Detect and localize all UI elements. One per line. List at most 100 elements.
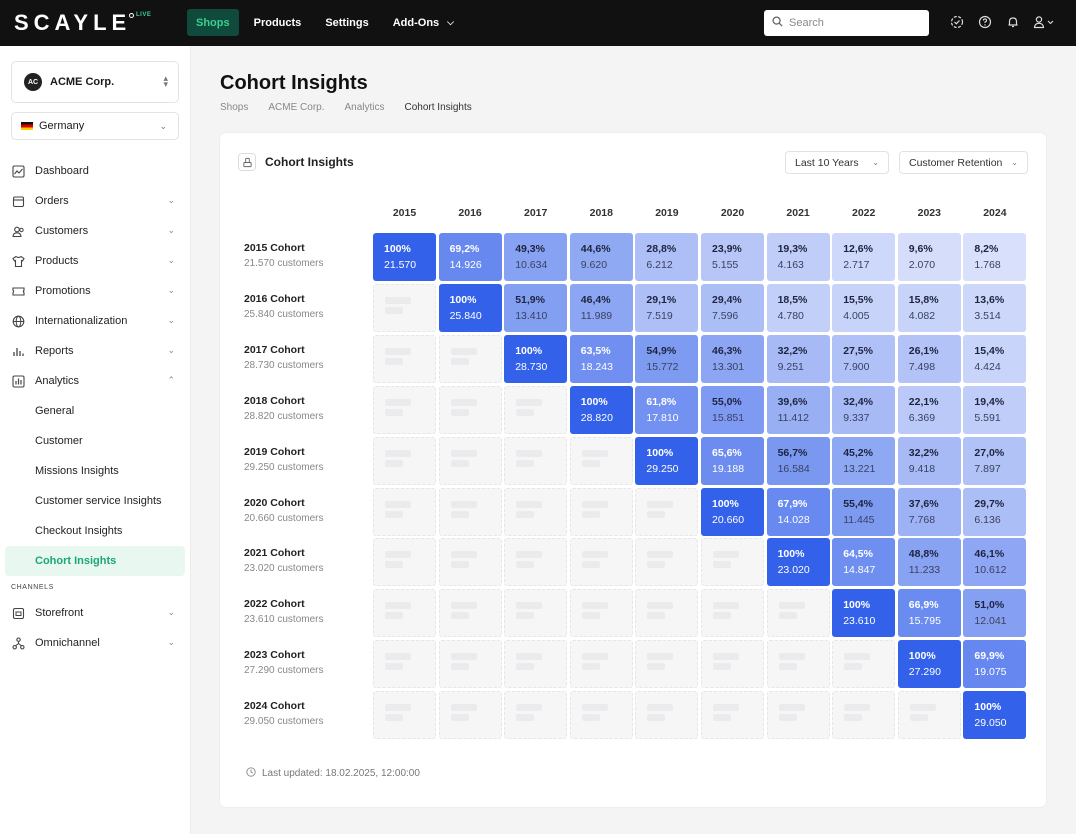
heatmap-cell[interactable]: 9,6% 2.070 <box>897 233 961 281</box>
top-nav-shops[interactable]: Shops <box>187 9 239 36</box>
sidebar-item-reports[interactable]: Reports ⌄ <box>5 336 185 366</box>
sidebar-item-omnichannel[interactable]: Omnichannel ⌄ <box>5 628 185 658</box>
search-input[interactable] <box>789 17 919 29</box>
sidebar-item-products[interactable]: Products ⌄ <box>5 246 185 276</box>
heatmap-cell[interactable]: 100% 23.610 <box>832 589 896 638</box>
cell-count: 15.795 <box>908 615 941 628</box>
heatmap-cell[interactable]: 29,1% 7.519 <box>635 283 699 332</box>
heatmap-cell[interactable]: 18,5% 4.780 <box>766 283 830 332</box>
metric-select[interactable]: Customer Retention ⌄ <box>899 151 1028 174</box>
help-icon[interactable] <box>976 13 994 31</box>
cell-count: 20.660 <box>712 513 745 526</box>
heatmap-cell[interactable]: 27,0% 7.897 <box>963 436 1027 485</box>
range-select[interactable]: Last 10 Years ⌄ <box>785 151 889 174</box>
heatmap-cell[interactable]: 66,9% 15.795 <box>897 589 961 638</box>
heatmap-cell[interactable]: 49,3% 10.634 <box>504 233 568 281</box>
heatmap-cell[interactable]: 55,0% 15.851 <box>701 385 764 434</box>
heatmap-cell[interactable]: 69,2% 14.926 <box>438 233 502 281</box>
heatmap-cell[interactable]: 19,3% 4.163 <box>766 233 830 281</box>
heatmap-cell[interactable]: 100% 29.250 <box>635 436 699 485</box>
sidebar-item-promotions[interactable]: Promotions ⌄ <box>5 276 185 306</box>
heatmap-cell[interactable]: 15,4% 4.424 <box>963 334 1027 383</box>
sidebar-item-orders[interactable]: Orders ⌄ <box>5 186 185 216</box>
sidebar-item-analytics[interactable]: Analytics ⌃ <box>5 366 185 396</box>
heatmap-cell[interactable]: 100% 21.570 <box>373 233 436 281</box>
heatmap-cell[interactable]: 28,8% 6.212 <box>635 233 699 281</box>
sidebar-item-internationalization[interactable]: Internationalization ⌄ <box>5 306 185 336</box>
heatmap-cell[interactable]: 51,0% 12.041 <box>963 589 1027 638</box>
heatmap-cell[interactable]: 64,5% 14.847 <box>832 538 896 587</box>
heatmap-cell[interactable]: 48,8% 11.233 <box>897 538 961 587</box>
heatmap-cell[interactable]: 55,4% 11.445 <box>832 487 896 536</box>
heatmap-cell[interactable]: 56,7% 16.584 <box>766 436 830 485</box>
breadcrumb-analytics[interactable]: Analytics <box>344 102 385 113</box>
heatmap-cell[interactable]: 32,4% 9.337 <box>832 385 896 434</box>
cell-count: 9.337 <box>843 411 870 424</box>
heatmap-cell[interactable]: 63,5% 18.243 <box>569 334 633 383</box>
sidebar-item-storefront[interactable]: Storefront ⌄ <box>5 598 185 628</box>
heatmap-cell[interactable]: 100% 29.050 <box>963 691 1027 740</box>
heatmap-cell[interactable]: 44,6% 9.620 <box>569 233 633 281</box>
metric-select-value: Customer Retention <box>909 156 1003 169</box>
heatmap-cell[interactable]: 61,8% 17.810 <box>635 385 699 434</box>
heatmap-cell[interactable]: 29,4% 7.596 <box>701 283 764 332</box>
sidebar-sub-customer[interactable]: Customer <box>35 435 83 447</box>
breadcrumb-acme[interactable]: ACME Corp. <box>268 102 325 113</box>
heatmap-cell[interactable]: 37,6% 7.768 <box>897 487 961 536</box>
heatmap-cell[interactable]: 51,9% 13.410 <box>504 283 568 332</box>
country-select[interactable]: Germany ⌄ <box>11 112 179 140</box>
heatmap-cell-empty <box>635 691 699 740</box>
search-box[interactable] <box>764 10 929 36</box>
sidebar-item-customers[interactable]: Customers ⌄ <box>5 216 185 246</box>
heatmap-cell[interactable]: 13,6% 3.514 <box>963 283 1027 332</box>
sidebar-sub-checkout-insights[interactable]: Checkout Insights <box>35 525 123 537</box>
heatmap-cell[interactable]: 100% 28.820 <box>569 385 633 434</box>
heatmap-cell[interactable]: 100% 27.290 <box>897 640 961 689</box>
heatmap-cell[interactable]: 29,7% 6.136 <box>963 487 1027 536</box>
sidebar-sub-cohort-insights[interactable]: Cohort Insights <box>5 546 185 576</box>
heatmap-cell[interactable]: 23,9% 5.155 <box>701 233 764 281</box>
heatmap-cell[interactable]: 100% 25.840 <box>438 283 502 332</box>
heatmap-cell[interactable]: 39,6% 11.412 <box>766 385 830 434</box>
heatmap-cell[interactable]: 100% 20.660 <box>701 487 764 536</box>
heatmap-cell[interactable]: 45,2% 13.221 <box>832 436 896 485</box>
cell-percentage: 27,0% <box>974 446 1005 459</box>
top-nav-settings[interactable]: Settings <box>316 9 377 36</box>
heatmap-cell[interactable]: 69,9% 19.075 <box>963 640 1027 689</box>
cell-count: 9.418 <box>908 462 936 475</box>
heatmap-cell[interactable]: 46,3% 13.301 <box>701 334 764 383</box>
heatmap-cell[interactable]: 22,1% 6.369 <box>897 385 961 434</box>
heatmap-cell[interactable]: 32,2% 9.418 <box>897 436 961 485</box>
heatmap-cell[interactable]: 27,5% 7.900 <box>832 334 896 383</box>
sidebar-sub-general[interactable]: General <box>35 405 75 417</box>
heatmap-cell[interactable]: 15,8% 4.082 <box>897 283 961 332</box>
org-switcher[interactable]: AC ACME Corp. ▴ ▾ <box>11 61 179 103</box>
sidebar-item-dashboard[interactable]: Dashboard <box>5 156 185 186</box>
heatmap-cell[interactable]: 100% 28.730 <box>504 334 568 383</box>
user-icon[interactable] <box>1032 13 1058 31</box>
cohort-size: 21.570 customers <box>244 258 324 269</box>
heatmap-cell[interactable]: 8,2% 1.768 <box>963 233 1027 281</box>
heatmap-cell[interactable]: 67,9% 14.028 <box>766 487 830 536</box>
cell-count: 3.514 <box>974 309 1001 322</box>
heatmap-cell[interactable]: 65,6% 19.188 <box>701 436 764 485</box>
breadcrumb-current: Cohort Insights <box>404 102 472 113</box>
scayle-logo[interactable]: SCAYLE <box>14 10 132 35</box>
top-nav-products[interactable]: Products <box>245 9 311 36</box>
heatmap-cell[interactable]: 19,4% 5.591 <box>963 385 1027 434</box>
heatmap-cell[interactable]: 26,1% 7.498 <box>897 334 961 383</box>
top-nav-add-ons[interactable]: Add-Ons ⌵ <box>384 9 463 36</box>
verified-icon[interactable] <box>948 13 966 31</box>
heatmap-cell[interactable]: 12,6% 2.717 <box>832 233 896 281</box>
bell-icon[interactable] <box>1004 13 1022 31</box>
sidebar-sub-customer-service-insights[interactable]: Customer service Insights <box>35 495 162 507</box>
heatmap-cell[interactable]: 46,4% 11.989 <box>569 283 633 332</box>
analytics-icon <box>11 374 25 388</box>
heatmap-cell[interactable]: 15,5% 4.005 <box>832 283 896 332</box>
heatmap-cell[interactable]: 32,2% 9.251 <box>766 334 830 383</box>
heatmap-cell[interactable]: 54,9% 15.772 <box>635 334 699 383</box>
breadcrumb-shops[interactable]: Shops <box>220 102 249 113</box>
heatmap-cell[interactable]: 46,1% 10.612 <box>963 538 1027 587</box>
sidebar-sub-missions-insights[interactable]: Missions Insights <box>35 465 119 477</box>
heatmap-cell[interactable]: 100% 23.020 <box>766 538 830 587</box>
